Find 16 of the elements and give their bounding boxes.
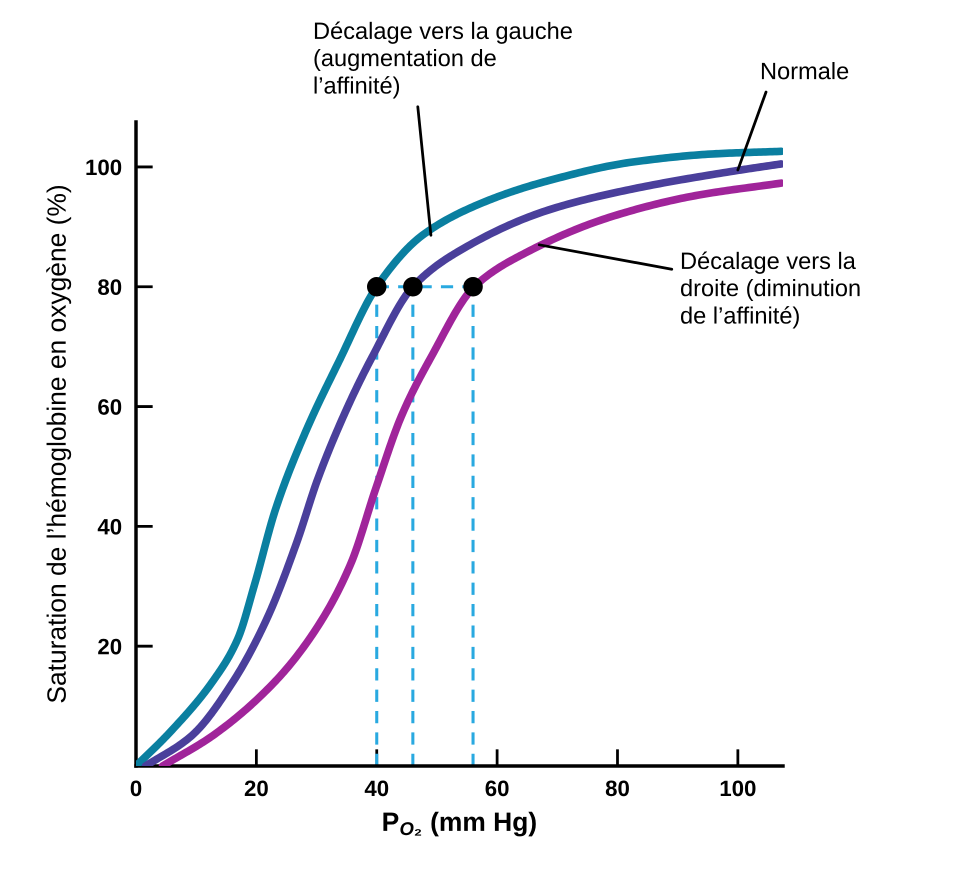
x-axis-title: P$_{O₂}$ (mm Hg) — [383, 812, 536, 836]
y-tick-label: 20 — [98, 638, 122, 654]
annotation: Normale — [762, 62, 848, 80]
y-axis-title: Saturation de l’hémoglobine en oxygène (%) — [46, 186, 72, 702]
y-tick-label: 80 — [98, 279, 122, 296]
x-tick-label: 20 — [244, 780, 268, 796]
x-tick-label: 80 — [606, 780, 629, 796]
x-tick-label: 60 — [486, 780, 509, 796]
x-tick-label: 0 — [130, 780, 142, 796]
annotation: Décalage vers la droite (diminution de l’affinité) — [680, 252, 860, 328]
y-tick-label: 40 — [98, 518, 122, 535]
y-tick-label: 100 — [86, 159, 122, 176]
x-tick-label: 40 — [364, 780, 388, 796]
x-tick-label: 100 — [720, 780, 756, 796]
y-tick-label: 60 — [98, 399, 122, 415]
annotation: Décalage vers la gauche (augmentation de l’affinité) — [314, 22, 572, 98]
